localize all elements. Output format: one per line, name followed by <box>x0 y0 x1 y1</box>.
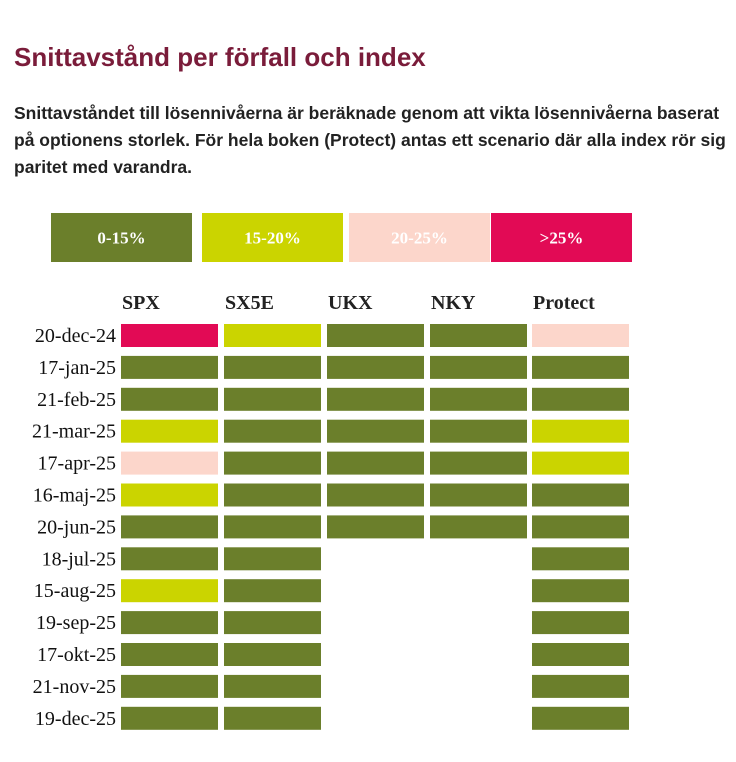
heatmap-cell <box>430 451 527 475</box>
heatmap-cell <box>224 451 321 475</box>
column-header: NKY <box>431 292 476 314</box>
legend-swatch <box>202 213 343 262</box>
heatmap-cell <box>532 387 629 411</box>
chart-title: Snittavstånd per förfall och index <box>14 42 426 72</box>
heatmap-cell <box>327 483 424 507</box>
heatmap-cell <box>121 324 218 347</box>
heatmap-cell <box>532 451 629 475</box>
heatmap-cell <box>532 579 629 603</box>
heatmap-cell <box>532 611 629 635</box>
heatmap-cell <box>532 515 629 539</box>
heatmap-cell <box>224 483 321 507</box>
heatmap-cell <box>224 579 321 603</box>
heatmap-cell <box>224 643 321 666</box>
legend-label: 0-15% <box>97 229 145 248</box>
legend-swatch <box>51 213 192 262</box>
heatmap-cell <box>532 419 629 443</box>
heatmap-cell <box>224 611 321 635</box>
heatmap-cell <box>121 515 218 539</box>
heatmap-cell <box>532 706 629 730</box>
heatmap-cell <box>327 451 424 475</box>
heatmap-cell <box>224 547 321 571</box>
heatmap-cell <box>327 324 424 347</box>
heatmap-cell <box>430 483 527 507</box>
chart-subtitle: Snittavståndet till lösennivåerna är ber… <box>14 103 726 177</box>
column-header: UKX <box>328 292 373 314</box>
row-label: 17-apr-25 <box>38 453 116 475</box>
heatmap-cell <box>532 643 629 666</box>
heatmap-cell <box>224 706 321 730</box>
heatmap-cell <box>224 324 321 347</box>
heatmap-cell <box>327 515 424 539</box>
heatmap-cell <box>121 355 218 379</box>
legend-label: >25% <box>540 229 584 248</box>
legend-label: 15-20% <box>244 229 301 248</box>
heatmap-cell <box>121 547 218 571</box>
heatmap-cell <box>121 611 218 635</box>
heatmap-cell <box>430 515 527 539</box>
heatmap-cell <box>430 419 527 443</box>
heatmap-cell <box>430 355 527 379</box>
heatmap-cell <box>121 419 218 443</box>
row-label: 19-dec-25 <box>35 708 116 730</box>
row-label: 17-jan-25 <box>38 357 116 379</box>
heatmap-cell <box>532 483 629 507</box>
legend-swatch <box>491 213 632 262</box>
column-header: SX5E <box>225 292 274 314</box>
row-label: 20-dec-24 <box>35 325 116 347</box>
heatmap-cell <box>532 674 629 698</box>
column-header: SPX <box>122 292 160 314</box>
heatmap-cell <box>532 324 629 347</box>
heatmap-cell <box>532 547 629 571</box>
row-label: 17-okt-25 <box>37 644 116 666</box>
heatmap-cell <box>224 387 321 411</box>
heatmap-cell <box>224 674 321 698</box>
heatmap-cell <box>224 355 321 379</box>
row-label: 21-mar-25 <box>32 421 116 443</box>
row-label: 20-jun-25 <box>37 516 116 538</box>
heatmap-cell <box>430 324 527 347</box>
row-label: 16-maj-25 <box>33 485 116 507</box>
row-label: 21-feb-25 <box>37 389 116 411</box>
row-label: 21-nov-25 <box>33 676 116 698</box>
row-label: 15-aug-25 <box>34 580 116 602</box>
heatmap-cell <box>121 483 218 507</box>
heatmap-cell <box>121 643 218 666</box>
heatmap-cell <box>327 419 424 443</box>
heatmap-cell <box>121 674 218 698</box>
heatmap-cell <box>121 387 218 411</box>
heatmap-cell <box>224 515 321 539</box>
row-label: 18-jul-25 <box>42 548 116 570</box>
heatmap-cell <box>121 451 218 475</box>
heatmap-cell <box>327 355 424 379</box>
column-header: Protect <box>533 292 595 314</box>
row-label: 19-sep-25 <box>36 612 116 634</box>
heatmap-cell <box>121 706 218 730</box>
heatmap-cell <box>224 419 321 443</box>
heatmap-cell <box>430 387 527 411</box>
legend-swatch <box>349 213 490 262</box>
heatmap-cell <box>532 355 629 379</box>
legend-label: 20-25% <box>391 229 448 248</box>
heatmap-cell <box>327 387 424 411</box>
heatmap-cell <box>121 579 218 603</box>
